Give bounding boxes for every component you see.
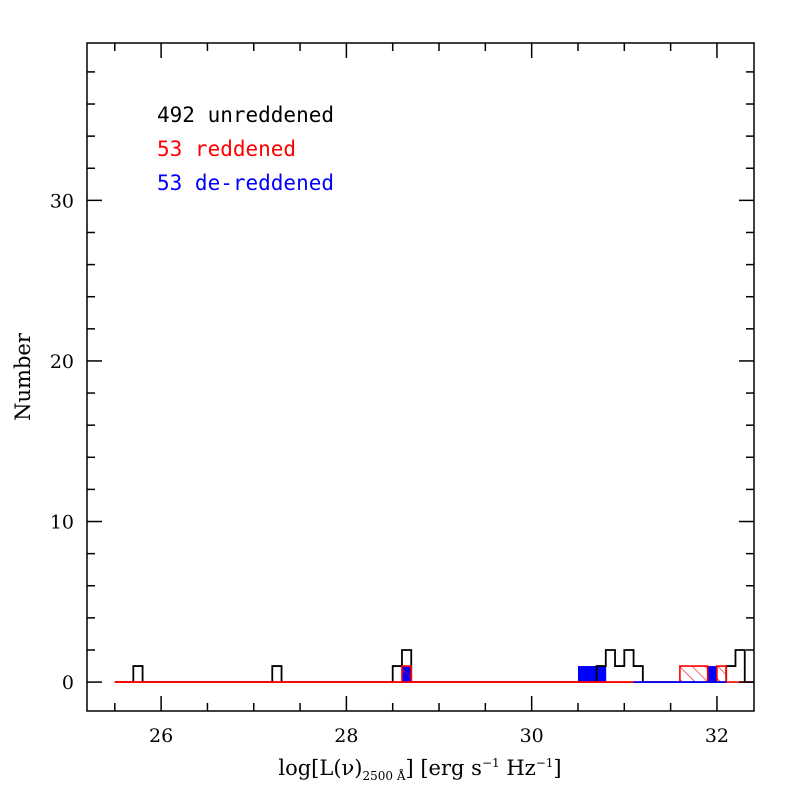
de-reddened-bar [596, 666, 607, 683]
reddened-hatch [716, 666, 727, 683]
x-axis-title-superscript: −1 [482, 756, 500, 770]
de-reddened-bar [587, 666, 597, 683]
y-tick-label: 30 [50, 190, 74, 212]
x-axis-title-end: ] [553, 756, 561, 780]
de-reddened-bar [782, 666, 792, 682]
y-axis-title: Number [11, 332, 35, 421]
x-axis-title-subscript: 2500 Å [362, 768, 405, 783]
reddened-hatch [679, 666, 690, 683]
de-reddened-bar [577, 666, 588, 683]
x-axis-title-rest: ] [erg s [406, 756, 482, 780]
series-layer [114, 649, 797, 683]
x-tick-labels: 26 28 30 32 [149, 725, 729, 747]
y-tick-label: 10 [50, 512, 74, 534]
tick-layer [87, 43, 754, 711]
x-axis-title: log[L(ν)2500 Å] [erg s−1 Hz−1] [278, 756, 561, 783]
x-tick-label: 26 [149, 725, 173, 747]
de-reddened-bar [707, 666, 718, 683]
de-reddened-bar [791, 650, 797, 682]
legend-entry-unreddened: 492 unreddened [157, 103, 334, 127]
legend-entry-de-reddened: 53 de-reddened [157, 171, 334, 195]
y-tick-label: 20 [50, 351, 74, 373]
x-axis-title-mid: Hz [500, 756, 536, 780]
legend: 492 unreddened 53 reddened 53 de-reddene… [157, 103, 334, 195]
reddened-step-line [114, 665, 754, 683]
x-tick-label: 28 [334, 725, 358, 747]
reddened-hatch [401, 666, 412, 683]
x-tick-label: 30 [520, 725, 544, 747]
x-axis-title-superscript: −1 [536, 756, 554, 770]
y-tick-label: 0 [62, 672, 74, 694]
x-axis-title-main: log[L(ν) [278, 756, 362, 780]
plot-frame [86, 42, 755, 712]
x-tick-label: 32 [705, 725, 729, 747]
legend-entry-reddened: 53 reddened [157, 137, 296, 161]
y-tick-labels: 0 10 20 30 [50, 190, 74, 694]
reddened-hatch [689, 666, 699, 683]
reddened-hatch [698, 666, 708, 683]
